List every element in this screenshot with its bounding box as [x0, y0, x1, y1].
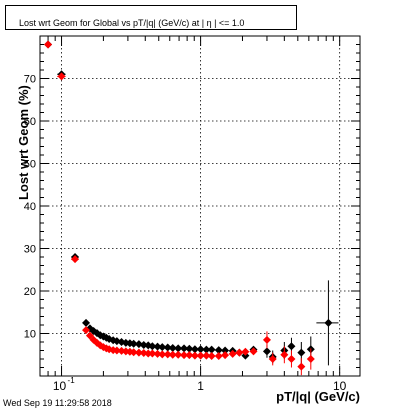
- axis-ticks: [39, 35, 360, 377]
- y-tick-label: 70: [24, 74, 36, 86]
- data-point: [196, 351, 205, 360]
- data-point: [148, 342, 157, 351]
- data-point: [190, 345, 199, 354]
- data-point: [207, 352, 216, 361]
- data-point: [134, 348, 143, 357]
- data-point: [202, 351, 211, 360]
- data-point: [158, 343, 167, 352]
- data-point: [221, 351, 230, 360]
- data-markers: [44, 40, 339, 376]
- title-box: Lost wrt Geom for Global vs pT/|q| (GeV/…: [5, 5, 297, 30]
- data-series: [44, 40, 339, 366]
- data-point: [180, 344, 189, 353]
- data-point: [174, 344, 183, 353]
- data-point: [268, 355, 277, 363]
- data-point: [196, 345, 205, 354]
- data-point: [185, 351, 194, 360]
- data-series: [44, 40, 315, 376]
- data-point: [121, 347, 130, 356]
- data-point: [297, 348, 306, 357]
- data-point: [235, 348, 244, 357]
- data-point: [202, 345, 211, 354]
- data-point: [287, 342, 296, 351]
- x-tick-label: 10: [53, 379, 67, 393]
- data-point: [190, 351, 199, 360]
- data-point: [262, 335, 271, 344]
- data-point: [121, 338, 130, 347]
- data-point: [241, 347, 250, 356]
- data-point: [153, 342, 162, 351]
- data-point: [228, 349, 237, 358]
- data-point: [139, 340, 148, 349]
- data-point: [185, 344, 194, 353]
- data-point: [287, 355, 296, 363]
- data-point: [148, 349, 157, 358]
- data-point: [163, 343, 172, 352]
- chart-title: Lost wrt Geom for Global vs pT/|q| (GeV/…: [19, 18, 245, 28]
- data-point: [139, 349, 148, 358]
- data-point: [214, 346, 223, 355]
- data-point: [82, 318, 91, 327]
- data-point: [144, 349, 153, 358]
- data-point: [324, 318, 333, 327]
- data-point: [214, 352, 223, 361]
- data-point: [129, 339, 138, 348]
- data-point: [112, 346, 121, 355]
- data-point: [297, 362, 306, 371]
- grid-lines: [40, 36, 360, 376]
- timestamp: Wed Sep 19 11:29:58 2018: [3, 398, 112, 408]
- data-point: [280, 350, 289, 359]
- data-point: [44, 40, 53, 49]
- data-point: [306, 355, 315, 363]
- y-tick-label: 50: [24, 159, 36, 171]
- data-point: [71, 255, 80, 264]
- data-point: [82, 326, 91, 335]
- data-point: [180, 351, 189, 360]
- y-axis-label: Lost wrt Geom (%): [16, 85, 31, 200]
- data-point: [57, 72, 66, 81]
- data-point: [163, 350, 172, 359]
- data-point: [207, 345, 216, 354]
- data-point: [221, 346, 230, 355]
- y-tick-label: 10: [24, 329, 36, 341]
- data-point: [153, 349, 162, 358]
- data-point: [158, 350, 167, 359]
- y-tick-label: 60: [24, 116, 36, 128]
- x-axis-label: pT/|q| (GeV/c): [276, 389, 360, 404]
- data-point: [174, 350, 183, 359]
- data-point: [168, 343, 177, 352]
- data-point: [168, 350, 177, 359]
- data-point: [249, 347, 258, 356]
- data-point: [262, 347, 271, 356]
- x-tick-label-exponent: -1: [68, 376, 76, 385]
- y-tick-label: 40: [24, 201, 36, 213]
- x-tick-label: 10: [333, 379, 347, 393]
- y-tick-label: 30: [24, 244, 36, 256]
- x-tick-label: 1: [197, 379, 204, 393]
- y-tick-label: 20: [24, 286, 36, 298]
- data-point: [129, 348, 138, 357]
